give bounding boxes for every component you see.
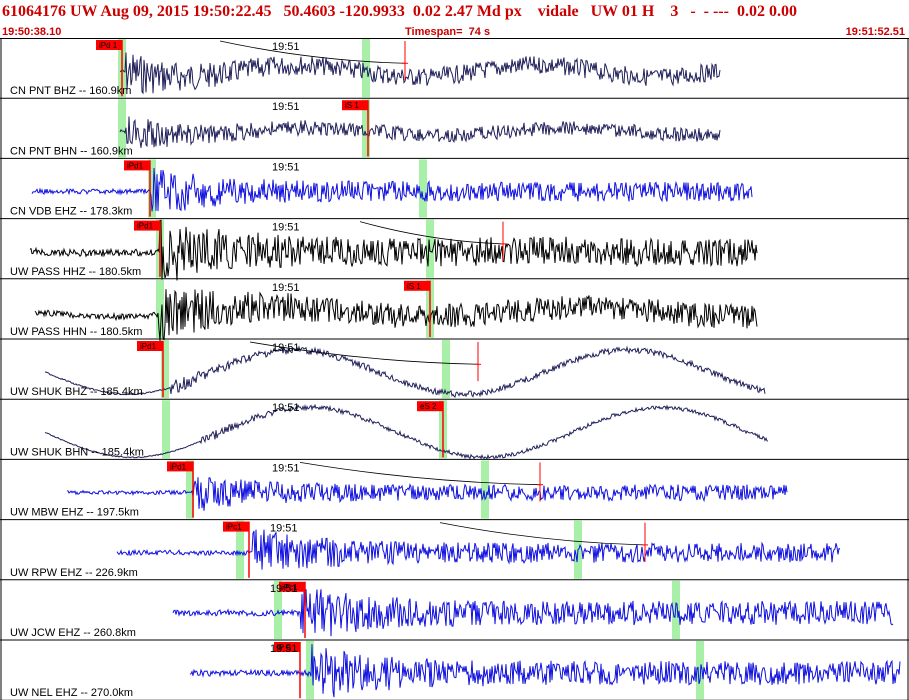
trace-row[interactable]: eS 2 19:51 UW SHUK BHN -- 185.4km xyxy=(0,399,909,460)
s-window-marker[interactable] xyxy=(442,340,450,399)
station-label: UW JCW EHZ -- 260.8km xyxy=(10,627,136,639)
phase-pick-flag[interactable] xyxy=(134,220,160,231)
waveform-trace[interactable] xyxy=(119,52,721,95)
phase-pick-flag[interactable] xyxy=(96,40,122,50)
waveform-trace[interactable] xyxy=(66,477,788,511)
phase-pick-label: iPc1 xyxy=(226,523,242,532)
phase-pick-label: iPd1 xyxy=(127,161,144,170)
event-title: 61064176 UW Aug 09, 2015 19:50:22.45 50.… xyxy=(2,3,797,20)
phase-pick-flag[interactable] xyxy=(137,341,163,351)
waveform-trace[interactable] xyxy=(44,345,766,398)
p-window-marker[interactable] xyxy=(148,159,156,218)
trace-row[interactable]: iS 1 19:51 CN PNT BHN -- 160.9km xyxy=(0,98,909,159)
waveform-trace[interactable] xyxy=(31,167,753,212)
station-label: UW SHUK BHN -- 185.4km xyxy=(10,446,144,458)
phase-pick-flag[interactable] xyxy=(223,521,249,532)
phase-pick-label: iP 0 xyxy=(277,643,291,652)
p-window-marker[interactable] xyxy=(156,279,164,338)
waveform-trace[interactable] xyxy=(34,289,758,342)
header-bar: 61064176 UW Aug 09, 2015 19:50:22.45 50.… xyxy=(0,0,909,38)
station-label: UW MBW EHZ -- 197.5km xyxy=(10,507,139,519)
waveform-trace[interactable] xyxy=(189,644,901,698)
time-tick-label: 19:51 xyxy=(270,643,298,655)
trace-row[interactable]: iS 1 19:51 UW PASS HHN -- 180.5km xyxy=(0,278,909,342)
trace-row[interactable]: iP 019:51 UW NEL EHZ -- 270.0km xyxy=(0,640,909,700)
phase-pick-flag[interactable] xyxy=(342,100,368,111)
waveform-trace[interactable] xyxy=(116,529,841,570)
station-label: UW RPW EHZ -- 226.9km xyxy=(10,567,138,579)
time-tick-label: 19:51 xyxy=(272,161,300,173)
waveform-trace[interactable] xyxy=(44,403,769,460)
phase-pick-flag[interactable] xyxy=(124,160,150,171)
phase-pick-flag[interactable] xyxy=(404,280,430,291)
station-label: UW PASS HHN -- 180.5km xyxy=(10,326,142,338)
s-window-marker[interactable] xyxy=(481,460,489,519)
s-window-marker[interactable] xyxy=(696,641,704,700)
waveform-trace[interactable] xyxy=(172,589,894,637)
phase-pick-label: iPd 1 xyxy=(99,41,118,50)
p-window-marker[interactable] xyxy=(162,400,170,459)
p-window-marker[interactable] xyxy=(118,99,126,158)
phase-pick-flag[interactable] xyxy=(417,401,443,412)
travel-time-curve xyxy=(219,40,406,64)
time-tick-label: 19:51 xyxy=(272,342,300,354)
p-window-marker[interactable] xyxy=(306,641,314,700)
phase-pick-label: iPc1 xyxy=(282,583,298,592)
trace-row[interactable]: iPd1 19:51 UW SHUK BHZ -- 185.4km xyxy=(0,339,909,400)
s-window-marker[interactable] xyxy=(362,99,370,158)
station-label: UW PASS HHZ -- 180.5km xyxy=(10,266,141,278)
travel-time-curve xyxy=(249,341,479,365)
waveform-trace[interactable] xyxy=(119,116,721,148)
time-tick-label: 19:51 xyxy=(272,282,300,294)
trace-row[interactable]: iPd1 19:51 UW MBW EHZ -- 197.5km xyxy=(0,459,909,521)
station-label: CN PNT BHN -- 160.9km xyxy=(10,145,133,157)
station-label: CN PNT BHZ -- 160.9km xyxy=(10,85,131,97)
timespan-label: Timespan= 74 s xyxy=(405,26,491,38)
station-label: UW SHUK BHZ -- 185.4km xyxy=(10,386,143,398)
time-tick-label: 19:51 xyxy=(270,583,298,595)
end-time: 19:51:52.51 xyxy=(845,26,905,38)
s-window-marker[interactable] xyxy=(362,39,370,98)
travel-time-curve xyxy=(439,522,646,546)
p-window-marker[interactable] xyxy=(236,520,244,579)
trace-row[interactable]: iPd1 19:51 CN VDB EHZ -- 178.3km xyxy=(0,158,909,220)
s-window-marker[interactable] xyxy=(419,159,427,218)
p-window-marker[interactable] xyxy=(186,460,194,519)
start-time: 19:50:38.10 xyxy=(2,26,62,38)
phase-pick-label: iPd1 xyxy=(140,342,157,351)
travel-time-curve xyxy=(299,462,541,486)
station-label: UW NEL EHZ -- 270.0km xyxy=(10,687,133,699)
trace-row[interactable]: iPd1 19:51 UW PASS HHZ -- 180.5km xyxy=(0,218,909,281)
phase-pick-label: iS 1 xyxy=(407,282,421,291)
time-tick-label: 19:51 xyxy=(272,222,300,234)
station-label: CN VDB EHZ -- 178.3km xyxy=(10,206,132,218)
time-tick-label: 19:51 xyxy=(272,101,300,113)
phase-pick-label: iPd1 xyxy=(170,462,187,471)
time-tick-label: 19:51 xyxy=(270,523,298,535)
seismogram-panel[interactable]: iPd 1 19:51 CN PNT BHZ -- 160.9km iS 1 19:51… xyxy=(0,38,909,700)
trace-row[interactable]: iPc1 19:51 UW RPW EHZ -- 226.9km xyxy=(0,519,909,581)
phase-pick-flag[interactable] xyxy=(279,581,305,592)
travel-time-curve xyxy=(359,221,504,245)
p-window-marker[interactable] xyxy=(161,340,169,399)
waveform-trace[interactable] xyxy=(29,219,758,281)
phase-pick-flag[interactable] xyxy=(167,461,193,472)
time-tick-label: 19:51 xyxy=(272,402,300,414)
trace-row[interactable]: iPd 1 19:51 CN PNT BHZ -- 160.9km xyxy=(0,38,909,99)
time-tick-label: 19:51 xyxy=(272,462,300,474)
phase-pick-flag[interactable] xyxy=(274,642,300,652)
time-tick-label: 19:51 xyxy=(272,41,300,53)
phase-pick-label: iPd1 xyxy=(137,222,154,231)
phase-pick-label: eS 2 xyxy=(420,402,437,411)
phase-pick-label: iS 1 xyxy=(345,101,359,110)
